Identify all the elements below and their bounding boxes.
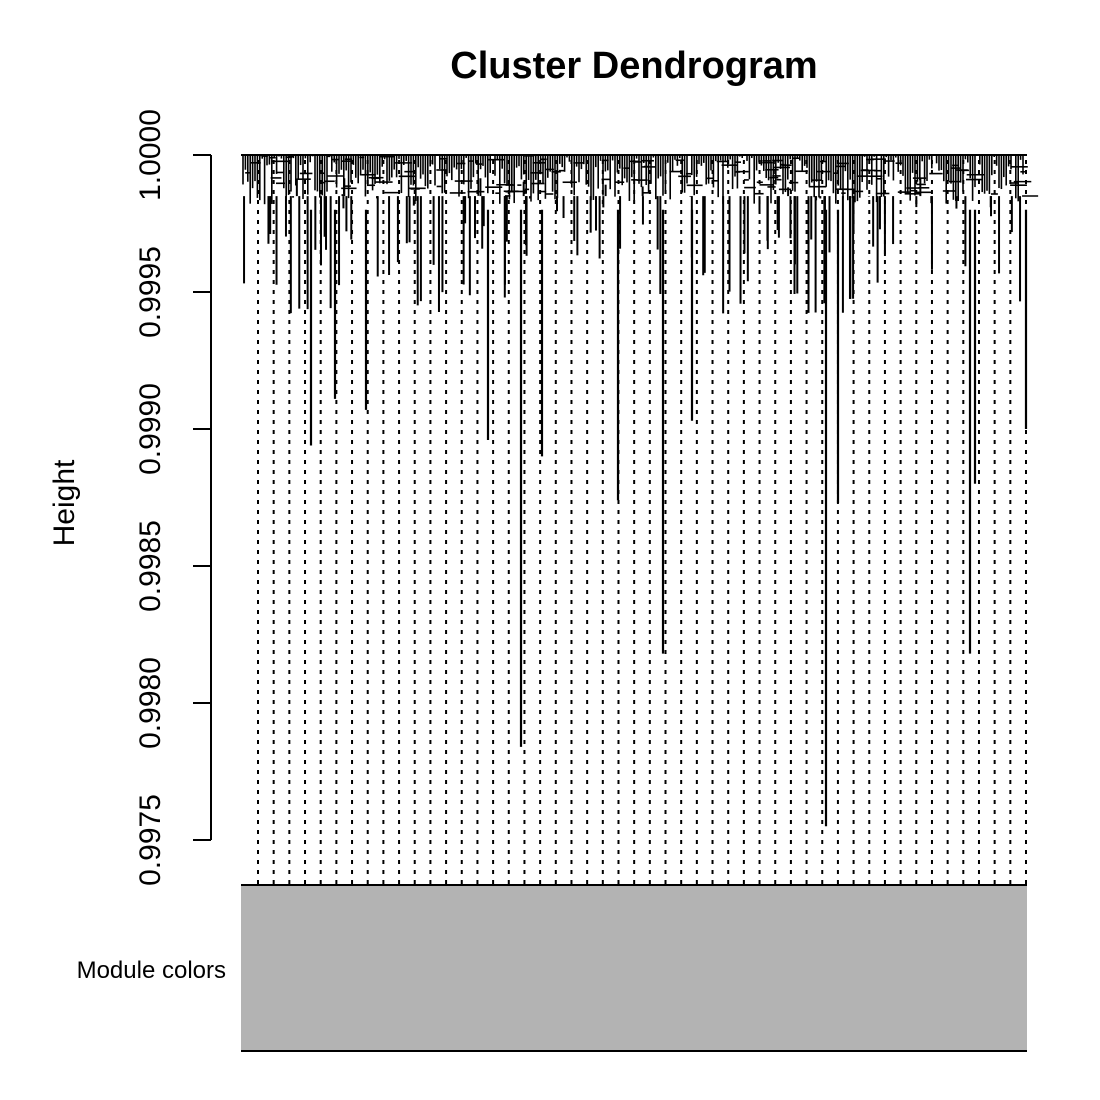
y-tick-label: 0.9985 bbox=[134, 520, 167, 612]
y-tick-label: 0.9995 bbox=[134, 246, 167, 338]
chart-title: Cluster Dendrogram bbox=[450, 45, 817, 87]
y-tick-label: 0.9975 bbox=[134, 794, 167, 886]
y-tick-label: 1.0000 bbox=[134, 109, 167, 201]
y-tick-label: 0.9980 bbox=[134, 657, 167, 749]
dendrogram-tree bbox=[241, 154, 1039, 827]
y-axis: 0.9975 0.9980 0.9985 0.9990 0.9995 1.0000 bbox=[134, 109, 212, 886]
module-color-bar bbox=[241, 885, 1027, 1051]
y-axis-label: Height bbox=[48, 459, 81, 546]
leaf-guides bbox=[257, 160, 1027, 885]
module-colors-label: Module colors bbox=[77, 957, 226, 984]
y-tick-label: 0.9990 bbox=[134, 383, 167, 475]
